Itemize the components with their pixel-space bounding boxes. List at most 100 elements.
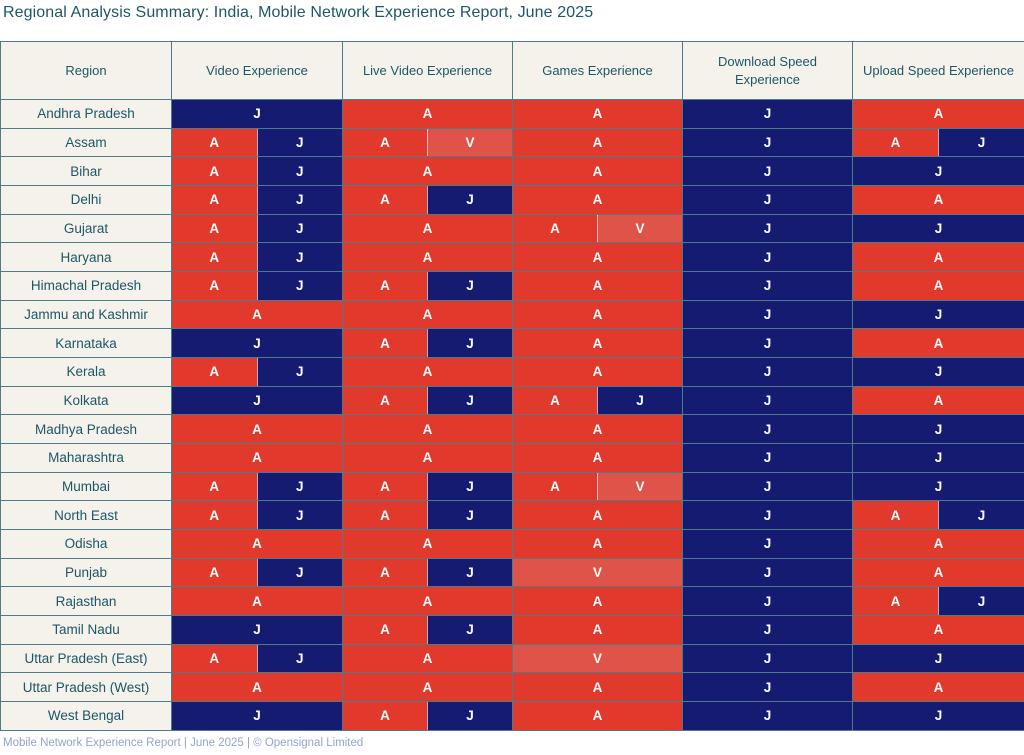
winner-segment-A: A	[513, 472, 597, 501]
winner-segment-J: J	[256, 472, 342, 501]
winner-segment-A: A	[172, 300, 342, 329]
winner-segment-A: A	[513, 157, 682, 186]
winner-segment-A: A	[343, 214, 512, 243]
winner-segment-A: A	[343, 186, 427, 214]
live_video-winner-cell: A	[343, 358, 513, 387]
video-winner-cell: J	[172, 386, 343, 416]
upload-winner-cell: J	[853, 644, 1024, 674]
footer-text: Mobile Network Experience Report | June …	[3, 737, 364, 749]
winner-segment-A: A	[853, 587, 938, 616]
winner-segment-A: A	[343, 329, 427, 358]
winner-segment-A: A	[853, 128, 938, 157]
upload-winner-cell: J	[853, 444, 1024, 473]
region-cell: Maharashtra	[1, 444, 172, 473]
winner-segment-A: A	[853, 501, 938, 530]
winner-segment-A: A	[343, 300, 512, 329]
games-winner-cell: A	[513, 100, 683, 129]
winner-segment-A: A	[853, 100, 1024, 128]
games-winner-cell: A	[513, 616, 683, 645]
winner-segment-A: A	[513, 128, 682, 157]
winner-segment-J: J	[683, 702, 852, 730]
video-winner-cell: A	[172, 300, 343, 330]
winner-segment-J: J	[683, 100, 852, 128]
upload-winner-cell: J	[853, 702, 1024, 731]
live_video-winner-cell: A	[343, 444, 513, 473]
winner-segment-J: J	[683, 501, 852, 530]
region-cell: Kerala	[1, 358, 172, 387]
winner-segment-J: J	[853, 702, 1024, 730]
winner-segment-A: A	[343, 530, 512, 558]
winner-segment-J: J	[853, 157, 1024, 186]
region-cell: Rajasthan	[1, 587, 172, 617]
column-header-label: Upload Speed Experience	[862, 62, 1015, 78]
winner-segment-A: A	[513, 300, 682, 329]
winner-segment-J: J	[683, 415, 852, 444]
region-cell: West Bengal	[1, 702, 172, 731]
download-winner-cell: J	[683, 157, 853, 187]
winner-segment-A: A	[853, 329, 1024, 358]
winner-segment-J: J	[683, 587, 852, 616]
winner-segment-J: J	[256, 157, 342, 186]
download-winner-cell: J	[683, 702, 853, 731]
winner-segment-A: A	[853, 530, 1024, 558]
winner-segment-J: J	[683, 472, 852, 501]
winner-segment-J: J	[427, 329, 512, 358]
download-winner-cell: J	[683, 587, 853, 617]
games-winner-cell: V	[513, 558, 683, 588]
region-cell: Mumbai	[1, 472, 172, 502]
download-winner-cell: J	[683, 329, 853, 359]
winner-segment-A: A	[343, 616, 427, 644]
upload-winner-cell: A	[853, 616, 1024, 645]
winner-segment-A: A	[343, 702, 427, 730]
winner-segment-A: A	[853, 558, 1024, 587]
winner-segment-A: A	[172, 444, 342, 472]
winner-segment-A: A	[853, 186, 1024, 214]
winner-segment-A: A	[853, 616, 1024, 644]
winner-segment-A: A	[343, 501, 427, 530]
region-cell: Delhi	[1, 186, 172, 215]
games-winner-cell: A	[513, 157, 683, 187]
games-winner-cell: A	[513, 243, 683, 273]
region-cell: Jammu and Kashmir	[1, 300, 172, 330]
winner-segment-A: A	[172, 272, 257, 300]
winner-segment-J: J	[853, 444, 1024, 472]
region-cell: Tamil Nadu	[1, 616, 172, 645]
region-cell: Himachal Pradesh	[1, 272, 172, 301]
upload-winner-cell: J	[853, 472, 1024, 502]
winner-segment-J: J	[427, 386, 512, 415]
download-winner-cell: J	[683, 673, 853, 703]
upload-winner-cell: J	[853, 157, 1024, 187]
winner-segment-A: A	[172, 358, 257, 386]
winner-segment-J: J	[256, 358, 342, 386]
live_video-winner-cell: A	[343, 587, 513, 617]
upload-winner-cell: J	[853, 214, 1024, 244]
winner-segment-J: J	[256, 272, 342, 300]
games-winner-cell: A	[513, 358, 683, 387]
winner-segment-J: J	[938, 587, 1024, 616]
winner-segment-V: V	[597, 472, 682, 501]
column-header-video: Video Experience	[172, 42, 343, 100]
games-winner-cell: A	[513, 329, 683, 359]
download-winner-cell: J	[683, 272, 853, 301]
winner-segment-A: A	[172, 587, 342, 616]
games-winner-cell: A	[513, 444, 683, 473]
winner-segment-A: A	[172, 530, 342, 558]
winner-segment-J: J	[853, 214, 1024, 243]
column-header-games: Games Experience	[513, 42, 683, 100]
winner-segment-A: A	[513, 444, 682, 472]
winner-segment-A: A	[172, 214, 257, 243]
